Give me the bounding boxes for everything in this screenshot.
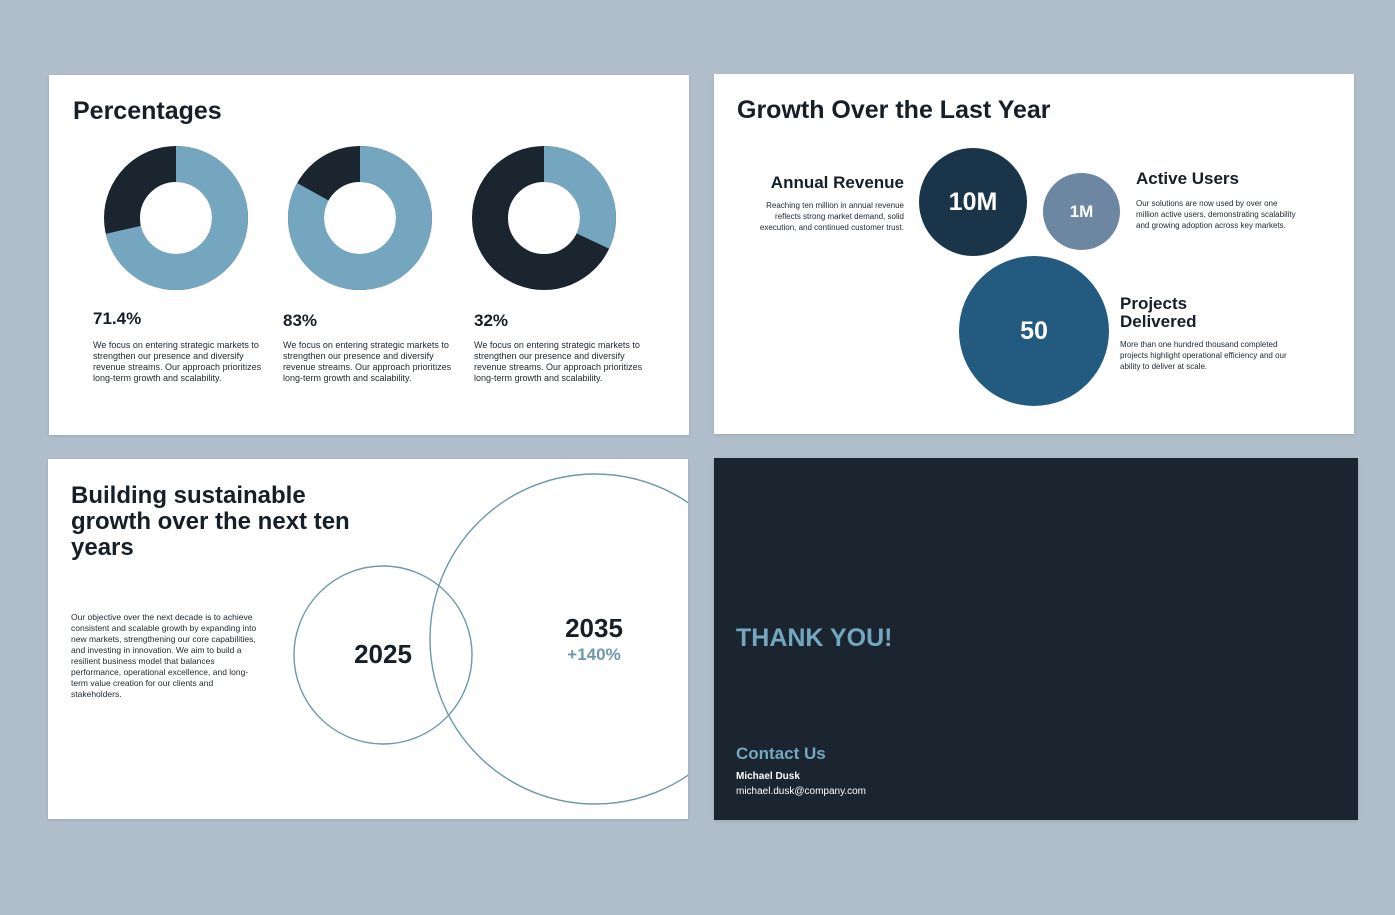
contact-name: Michael Dusk [736,771,800,782]
slide-thank-you[interactable]: THANK YOU! Contact Us Michael Dusk micha… [714,458,1358,820]
circle-future [429,473,688,805]
contact-email[interactable]: michael.dusk@company.com [736,786,867,797]
donut-chart-2 [288,146,432,290]
stat-description-2: We focus on entering strategic markets t… [283,340,452,383]
slide-percentages[interactable]: Percentages 71.4% 83% 32% We focus on en… [49,75,689,435]
stat-value-1: 71.4% [93,309,142,328]
donut-value-segment [288,146,432,290]
slide-growth[interactable]: Growth Over the Last Year Annual Revenue… [714,74,1354,434]
donut-value-segment [472,146,616,290]
slide-title: Growth Over the Last Year [737,96,1051,124]
stat-value-3: 32% [474,311,509,330]
bubble-projects: 50 [959,256,1109,406]
contact-heading: Contact Us [736,744,826,763]
stat-description-3: We focus on entering strategic markets t… [474,340,643,383]
metric-label-users: Active Users [1136,169,1240,188]
metric-label-projects: Projects Delivered [1120,294,1197,331]
bubble-value-revenue: 10M [948,187,998,216]
bubble-value-projects: 50 [1020,316,1048,345]
metric-description-users: Our solutions are now used by over one m… [1136,199,1296,230]
bubble-users: 1M [1043,173,1120,250]
metric-description-projects: More than one hundred thousand completed… [1120,340,1287,371]
year-future: 2035 [565,613,623,643]
metric-description-revenue: Reaching ten million in annual revenue r… [759,201,904,232]
donut-chart-1 [104,146,248,290]
donut-value-segment [104,146,248,290]
circle-current [293,565,473,745]
donut-chart-3 [472,146,616,290]
stat-value-2: 83% [283,311,318,330]
slide-title: Percentages [73,97,222,125]
bubble-value-users: 1M [1069,201,1094,221]
growth-percentage: +140% [567,645,621,664]
year-current: 2025 [354,639,412,669]
slide-sustainable-growth[interactable]: Building sustainable growth over the nex… [48,459,688,819]
stat-description-1: We focus on entering strategic markets t… [93,340,262,383]
objective-description: Our objective over the next decade is to… [71,612,257,699]
growth-circles [293,473,688,805]
metric-label-revenue: Annual Revenue [770,173,904,192]
slide-title: Building sustainable growth over the nex… [71,482,350,561]
thank-you-heading: THANK YOU! [736,624,893,652]
bubble-revenue: 10M [919,148,1027,256]
